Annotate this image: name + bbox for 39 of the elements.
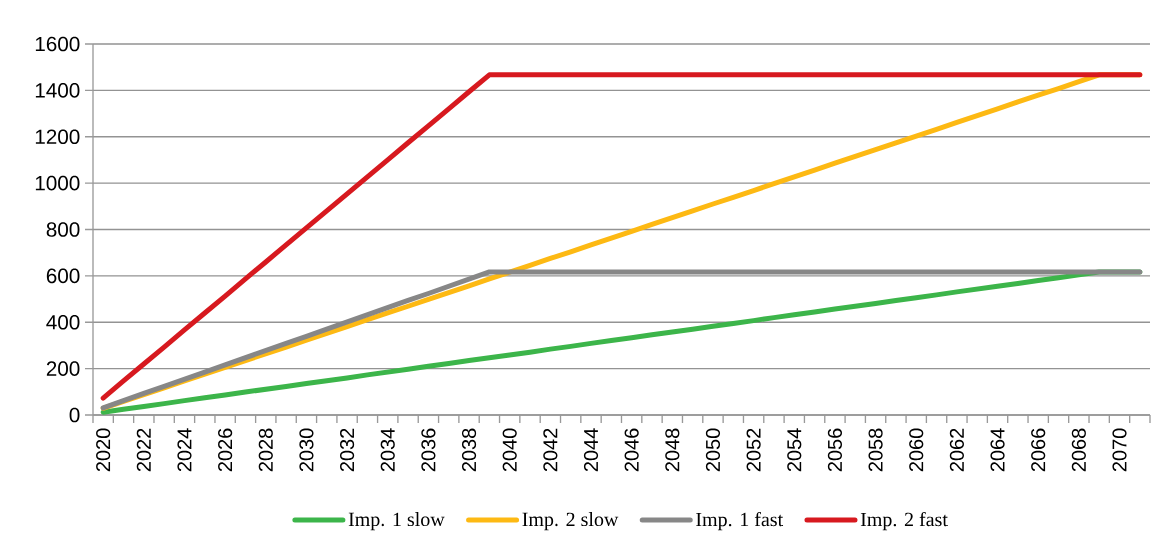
x-tick-label: 2060 [909,428,924,472]
x-tick-label: 2022 [136,428,151,472]
y-tick-label: 0 [69,407,80,423]
x-tick-label: 2048 [665,428,680,472]
y-tick-label: 600 [46,268,80,284]
x-tick-label: 2058 [868,428,883,472]
x-tick-label: 2024 [177,428,192,472]
x-tick-label: 2032 [340,428,355,472]
x-tick-label: 2030 [299,428,314,472]
x-tick-label: 2056 [827,428,842,472]
x-tick-label: 2070 [1112,428,1127,472]
y-tick-label: 1400 [35,83,80,98]
x-tick-label: 2044 [583,428,599,472]
x-tick-label: 2020 [96,428,111,472]
x-tick-label: 2036 [421,428,436,472]
x-tick-label: 2062 [949,428,964,472]
x-tick-label: 2068 [1071,428,1086,472]
y-tick-label: 200 [46,361,80,376]
x-tick-label: 2050 [705,428,721,472]
y-tick-label: 400 [46,314,80,330]
x-tick-label: 2054 [787,428,802,472]
x-tick-label: 2046 [624,428,639,472]
x-tick-label: 2064 [990,428,1005,472]
x-tick-label: 2034 [380,428,395,472]
legend-label: Imp. 1 slow [348,512,445,531]
x-tick-label: 2040 [502,428,517,472]
x-tick-label: 2038 [461,428,477,472]
y-tick-label: 1200 [35,129,80,145]
legend-label: Imp. 2 fast [860,511,948,531]
y-tick-label: 1000 [35,175,80,191]
x-tick-label: 2052 [746,428,761,472]
x-tick-label: 2026 [218,428,233,472]
x-tick-label: 2066 [1031,428,1046,472]
y-tick-label: 800 [46,222,80,237]
x-tick-label: 2042 [543,428,558,472]
x-tick-label: 2028 [258,428,273,472]
legend-label: Imp. 2 slow [522,512,619,531]
legend-label: Imp. 1 fast [696,511,784,531]
y-tick-label: 1600 [35,36,80,52]
